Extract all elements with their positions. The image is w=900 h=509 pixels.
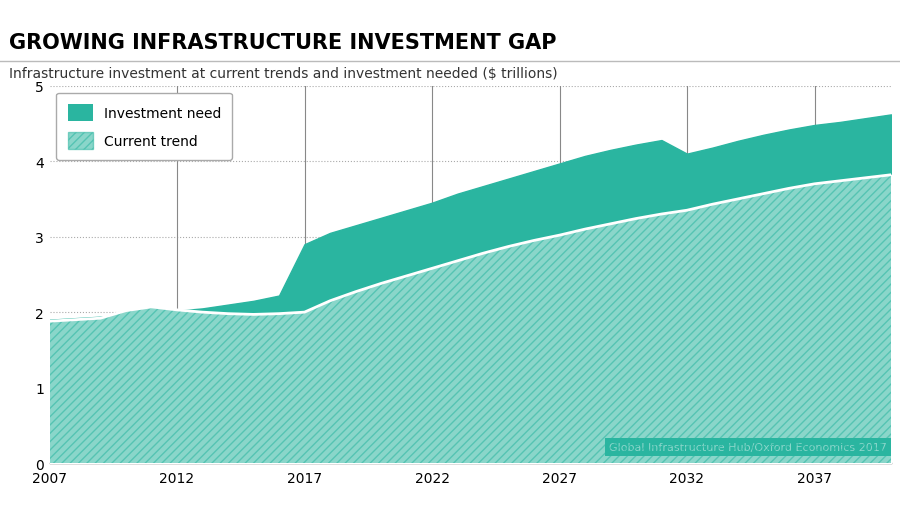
Legend: Investment need, Current trend: Investment need, Current trend [57,94,232,160]
Text: GROWING INFRASTRUCTURE INVESTMENT GAP: GROWING INFRASTRUCTURE INVESTMENT GAP [9,33,556,53]
Text: Infrastructure investment at current trends and investment needed ($ trillions): Infrastructure investment at current tre… [9,67,558,81]
Text: Global Infrastructure Hub/Oxford Economics 2017: Global Infrastructure Hub/Oxford Economi… [609,442,886,452]
